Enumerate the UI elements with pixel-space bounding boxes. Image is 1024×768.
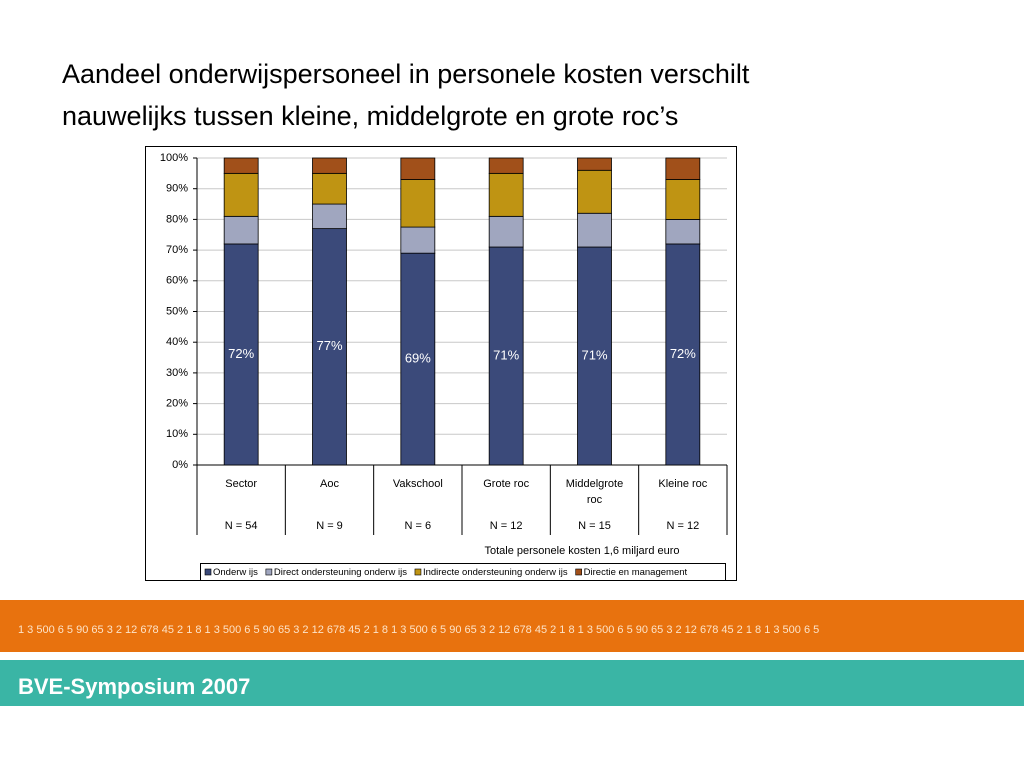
data-label: 71% — [581, 347, 607, 362]
y-tick-label: 30% — [166, 367, 188, 379]
bar-segment — [223, 157, 259, 174]
legend-swatch — [575, 568, 582, 576]
bar-segment — [312, 203, 347, 230]
n-label: N = 9 — [316, 520, 343, 532]
bar-segment — [488, 172, 524, 217]
bar-segment — [400, 226, 436, 254]
y-tick-label: 80% — [166, 213, 188, 225]
event-name: BVE-Symposium 2007 — [18, 674, 250, 699]
legend-label: Direct ondersteuning onderw ijs — [274, 567, 407, 578]
bar-segment — [223, 215, 259, 245]
bar-segment — [400, 179, 436, 228]
bar-segment — [488, 215, 524, 248]
n-label: N = 12 — [490, 520, 523, 532]
n-label: N = 15 — [578, 520, 611, 532]
data-label: 71% — [493, 347, 519, 362]
n-label: N = 54 — [225, 520, 258, 532]
data-label: 72% — [670, 346, 696, 361]
bar-segment — [400, 157, 436, 180]
legend-swatch — [414, 568, 422, 576]
x-tick-label: Vakschool — [393, 478, 443, 490]
x-tick-label: Aoc — [320, 478, 339, 490]
bar-segment — [665, 179, 701, 220]
slide-title: Aandeel onderwijspersoneel in personele … — [62, 59, 750, 131]
bar-segment — [665, 218, 701, 245]
data-label: 69% — [405, 351, 431, 366]
bar-segment — [488, 157, 524, 174]
bar-segment — [577, 212, 612, 248]
legend-box — [200, 563, 726, 581]
y-tick-label: 10% — [166, 428, 188, 440]
bar-segment — [312, 228, 347, 466]
legend-label: Directie en management — [584, 567, 688, 578]
chart-note: Totale personele kosten 1,6 miljard euro — [484, 545, 679, 557]
n-label: N = 6 — [405, 520, 432, 532]
x-tick-label: Kleine roc — [658, 478, 707, 490]
data-label: 72% — [228, 346, 254, 361]
y-tick-label: 100% — [160, 152, 188, 164]
teal-band — [0, 660, 1024, 706]
y-tick-label: 0% — [172, 459, 188, 471]
legend-label: Indirecte ondersteuning onderw ijs — [423, 567, 568, 578]
legend-swatch — [204, 568, 212, 576]
legend-label: Onderw ijs — [213, 567, 258, 578]
bar-segment — [577, 169, 612, 214]
y-tick-label: 40% — [166, 336, 188, 348]
data-label: 77% — [316, 338, 342, 353]
x-tick-label: Grote roc — [483, 478, 529, 490]
n-label: N = 12 — [666, 520, 699, 532]
bar-segment — [665, 243, 701, 466]
bar-segment — [312, 157, 347, 174]
bar-segment — [488, 246, 524, 466]
bar-segment — [223, 172, 259, 217]
y-tick-label: 60% — [166, 275, 188, 287]
bar-segment — [577, 157, 612, 171]
bar-segment — [665, 157, 701, 180]
y-tick-label: 70% — [166, 244, 188, 256]
bar-segment — [223, 243, 259, 466]
y-tick-label: 50% — [166, 305, 188, 317]
bar-segment — [400, 252, 436, 466]
orange-band — [0, 600, 1024, 652]
bar-segment — [312, 172, 347, 205]
y-tick-label: 90% — [166, 183, 188, 195]
x-tick-label: Middelgrote roc — [566, 478, 623, 506]
bar-segment — [577, 246, 612, 466]
x-tick-label: Sector — [225, 478, 257, 490]
legend-swatch — [265, 568, 273, 576]
y-tick-label: 20% — [166, 398, 188, 410]
footer-numbers: 1 3 500 6 5 90 65 3 2 12 678 45 2 1 8 1 … — [18, 624, 819, 636]
